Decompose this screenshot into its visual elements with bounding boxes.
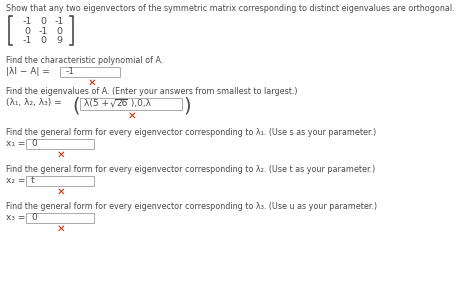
- Text: ): ): [183, 97, 191, 116]
- FancyBboxPatch shape: [80, 98, 182, 110]
- Text: -1: -1: [66, 67, 75, 76]
- Text: 9: 9: [56, 36, 63, 45]
- Text: -1: -1: [23, 36, 32, 45]
- FancyBboxPatch shape: [26, 139, 94, 148]
- Text: x₁ =: x₁ =: [6, 139, 26, 148]
- Text: Show that any two eigenvectors of the symmetric matrix corresponding to distinct: Show that any two eigenvectors of the sy…: [6, 4, 455, 13]
- Text: Find the general form for every eigenvector corresponding to λ₁. (Use s as your : Find the general form for every eigenvec…: [6, 128, 376, 137]
- Text: -1: -1: [39, 27, 48, 36]
- Text: (λ₁, λ₂, λ₃) =: (λ₁, λ₂, λ₃) =: [6, 98, 62, 107]
- Text: -1: -1: [55, 17, 64, 26]
- Text: 26: 26: [116, 99, 128, 108]
- Text: x₂ =: x₂ =: [6, 176, 26, 185]
- Text: ),0,λ: ),0,λ: [128, 99, 151, 108]
- Text: |λI − A| =: |λI − A| =: [6, 67, 50, 76]
- Text: √: √: [110, 99, 117, 109]
- Text: t: t: [31, 176, 35, 185]
- Text: ✕: ✕: [128, 111, 137, 121]
- Text: (: (: [72, 97, 80, 116]
- Text: ✕: ✕: [57, 187, 66, 197]
- Text: 0: 0: [41, 36, 46, 45]
- Text: λ(5 +: λ(5 +: [84, 99, 112, 108]
- Text: Find the eigenvalues of A. (Enter your answers from smallest to largest.): Find the eigenvalues of A. (Enter your a…: [6, 87, 298, 96]
- FancyBboxPatch shape: [60, 67, 120, 76]
- Text: Find the general form for every eigenvector corresponding to λ₂. (Use t as your : Find the general form for every eigenvec…: [6, 165, 375, 174]
- Text: 0: 0: [41, 17, 46, 26]
- Text: ✕: ✕: [88, 78, 97, 88]
- Text: 0: 0: [31, 139, 37, 148]
- Text: Find the general form for every eigenvector corresponding to λ₃. (Use u as your : Find the general form for every eigenvec…: [6, 202, 377, 211]
- Text: 0: 0: [31, 213, 37, 222]
- FancyBboxPatch shape: [26, 212, 94, 223]
- Text: 0: 0: [56, 27, 63, 36]
- FancyBboxPatch shape: [26, 176, 94, 185]
- Text: ✕: ✕: [57, 150, 66, 160]
- Text: Find the characteristic polynomial of A.: Find the characteristic polynomial of A.: [6, 56, 164, 65]
- Text: -1: -1: [23, 17, 32, 26]
- Text: x₃ =: x₃ =: [6, 213, 26, 222]
- Text: 0: 0: [25, 27, 31, 36]
- Text: ✕: ✕: [57, 224, 66, 234]
